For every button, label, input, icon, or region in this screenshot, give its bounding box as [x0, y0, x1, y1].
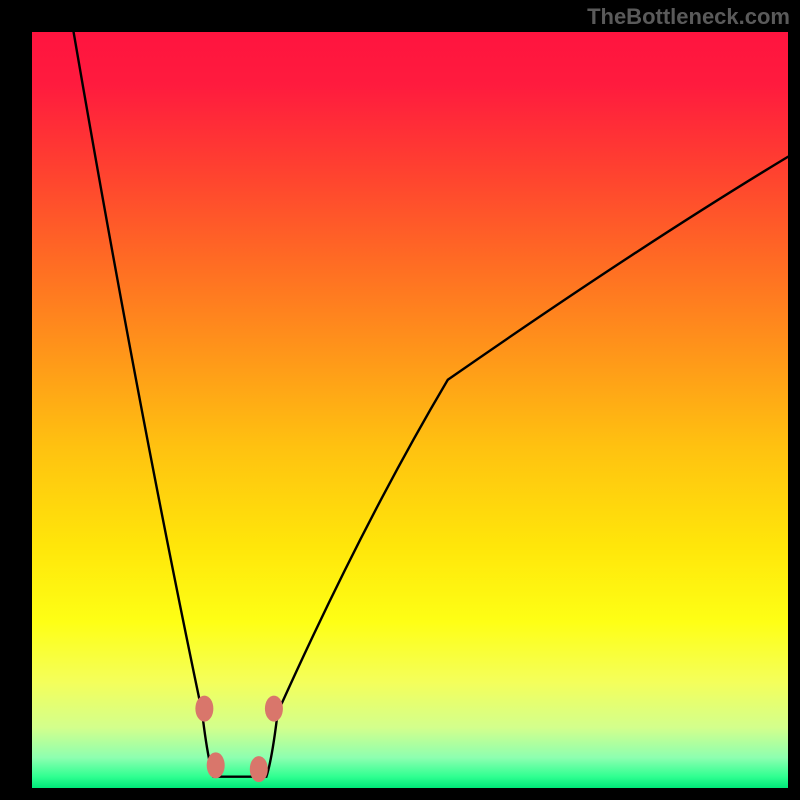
- curve-marker: [207, 752, 225, 778]
- watermark-text: TheBottleneck.com: [587, 4, 790, 30]
- bottleneck-curve-chart: [0, 0, 800, 800]
- plot-area: [32, 32, 788, 788]
- curve-marker: [250, 756, 268, 782]
- curve-marker: [265, 696, 283, 722]
- curve-marker: [195, 696, 213, 722]
- chart-container: TheBottleneck.com: [0, 0, 800, 800]
- gradient-background: [32, 32, 788, 788]
